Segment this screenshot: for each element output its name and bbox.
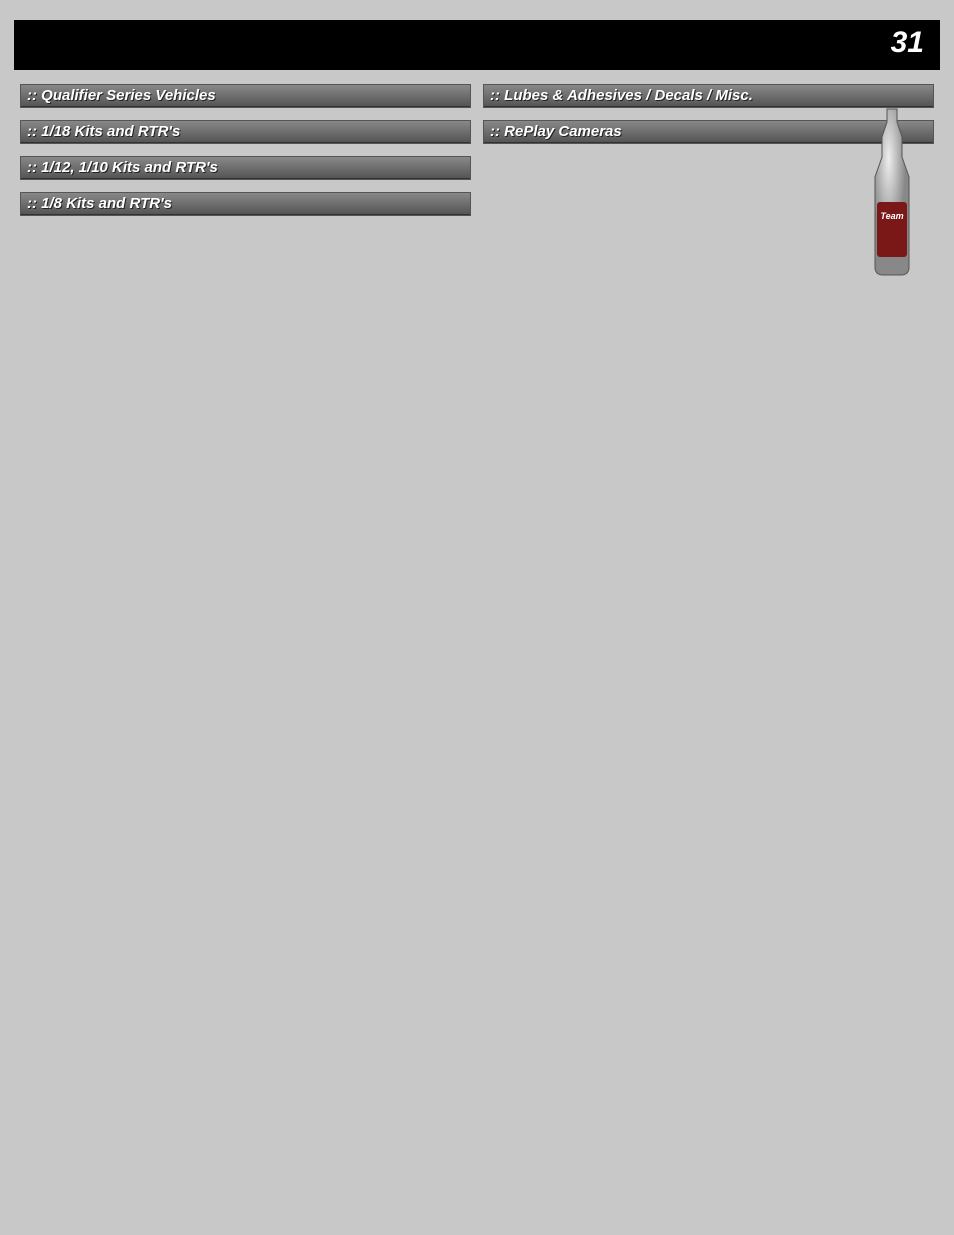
- section-header: :: 1/12, 1/10 Kits and RTR's: [21, 157, 470, 179]
- section: :: 1/8 Kits and RTR's: [20, 192, 471, 216]
- svg-text:Team: Team: [880, 211, 903, 221]
- section-header: :: Qualifier Series Vehicles: [21, 85, 470, 107]
- section-header: :: 1/18 Kits and RTR's: [21, 121, 470, 143]
- product-image: Team: [857, 107, 927, 277]
- section: :: Qualifier Series Vehicles: [20, 84, 471, 108]
- page-body: :: Qualifier Series Vehicles:: 1/18 Kits…: [0, 70, 954, 230]
- left-column: :: Qualifier Series Vehicles:: 1/18 Kits…: [20, 84, 471, 216]
- section: :: 1/18 Kits and RTR's: [20, 120, 471, 144]
- header-bar: 31: [14, 20, 940, 70]
- section: :: 1/12, 1/10 Kits and RTR's: [20, 156, 471, 180]
- right-column: :: Lubes & Adhesives / Decals / Misc.Tea…: [483, 84, 934, 216]
- section-header: :: Lubes & Adhesives / Decals / Misc.: [484, 85, 933, 107]
- section-header: :: 1/8 Kits and RTR's: [21, 193, 470, 215]
- section: :: Lubes & Adhesives / Decals / Misc.Tea…: [483, 84, 934, 108]
- page-number: 31: [891, 26, 924, 60]
